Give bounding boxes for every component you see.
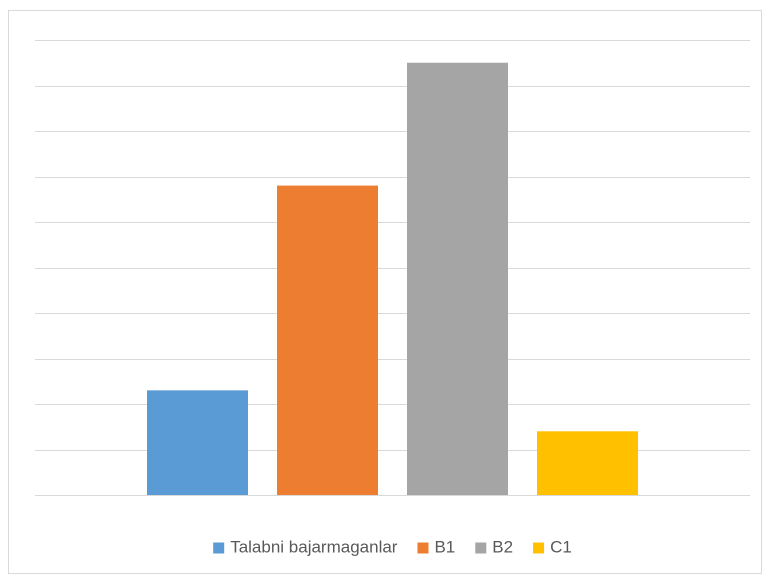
bar: [277, 185, 378, 495]
legend-swatch: [533, 542, 545, 554]
legend-swatch: [213, 542, 225, 554]
legend-label: C1: [550, 537, 572, 556]
legend-swatch: [417, 542, 429, 554]
bar: [407, 62, 508, 495]
legend-label: B2: [492, 537, 513, 556]
legend-label: B1: [434, 537, 455, 556]
bar: [537, 431, 638, 495]
chart-border: [8, 10, 762, 574]
bar: [147, 390, 248, 495]
legend-swatch: [475, 542, 487, 554]
legend-label: Talabni bajarmaganlar: [230, 537, 398, 556]
